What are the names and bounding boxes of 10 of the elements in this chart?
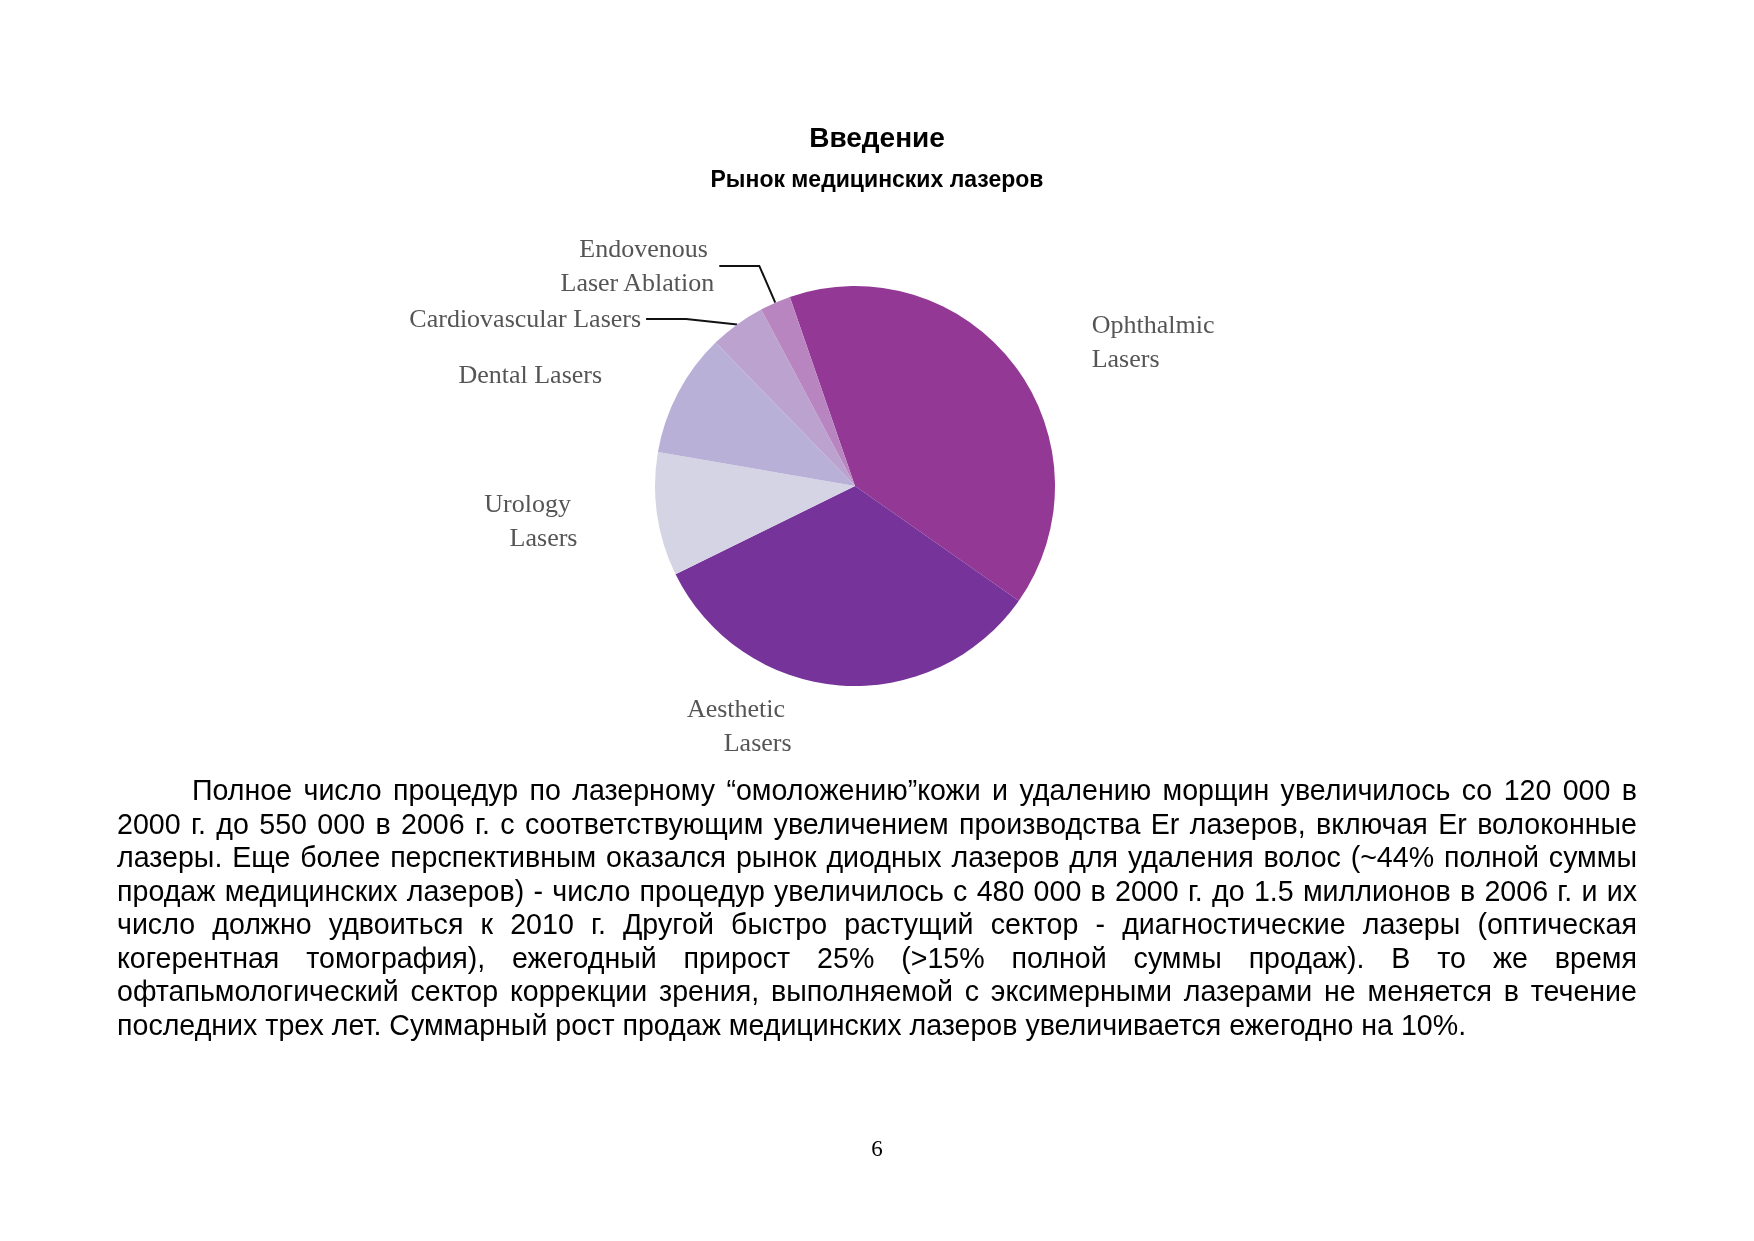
- slice-label: Aesthetic Lasers: [686, 693, 792, 757]
- slice-label: Ophthalmic Lasers: [1091, 310, 1221, 374]
- text: 6: [871, 1136, 883, 1162]
- slice-label: Endovenous Laser Ablation: [560, 234, 715, 298]
- chart-subtitle: Рынок медицинских лазеров: [710, 165, 1044, 192]
- slice-label: Dental Lasers: [458, 359, 603, 389]
- text: Полное число процедур по лазерному “омоложению”кожи и удалению морщин увеличилось со 120 000 в 2000 г. до 550 000 в 2006 г. с соответствующим увеличением производства Er лазеров, включая Er волоконные лазеры. Еще более перспективным оказался рынок диодных лазеров для удаления волос (~44% полной суммы продаж медицинских лазеров) - число процедур увеличилось с 480 000 в 2000 г. до 1.5 миллионов в 2006 г. и их число должно удвоиться к 2010 г. Другой быстро растущий сектор - диагностические лазеры (оптическая когерентная томография), ежегодный прирост 25% (>15% полной суммы продаж). В то же время офтапьмологический сектор коррекции зрения, выполняемой с эксимерными лазерами не меняется в течение последних трех лет. Суммарный рост продаж медицинских лазеров увеличивается ежегодно на 10%.: [117, 774, 1637, 1042]
- chart-title: Введение: [809, 121, 945, 153]
- slice-label: Cardiovascular Lasers: [409, 304, 642, 334]
- slice-label: Urology Lasers: [484, 488, 578, 552]
